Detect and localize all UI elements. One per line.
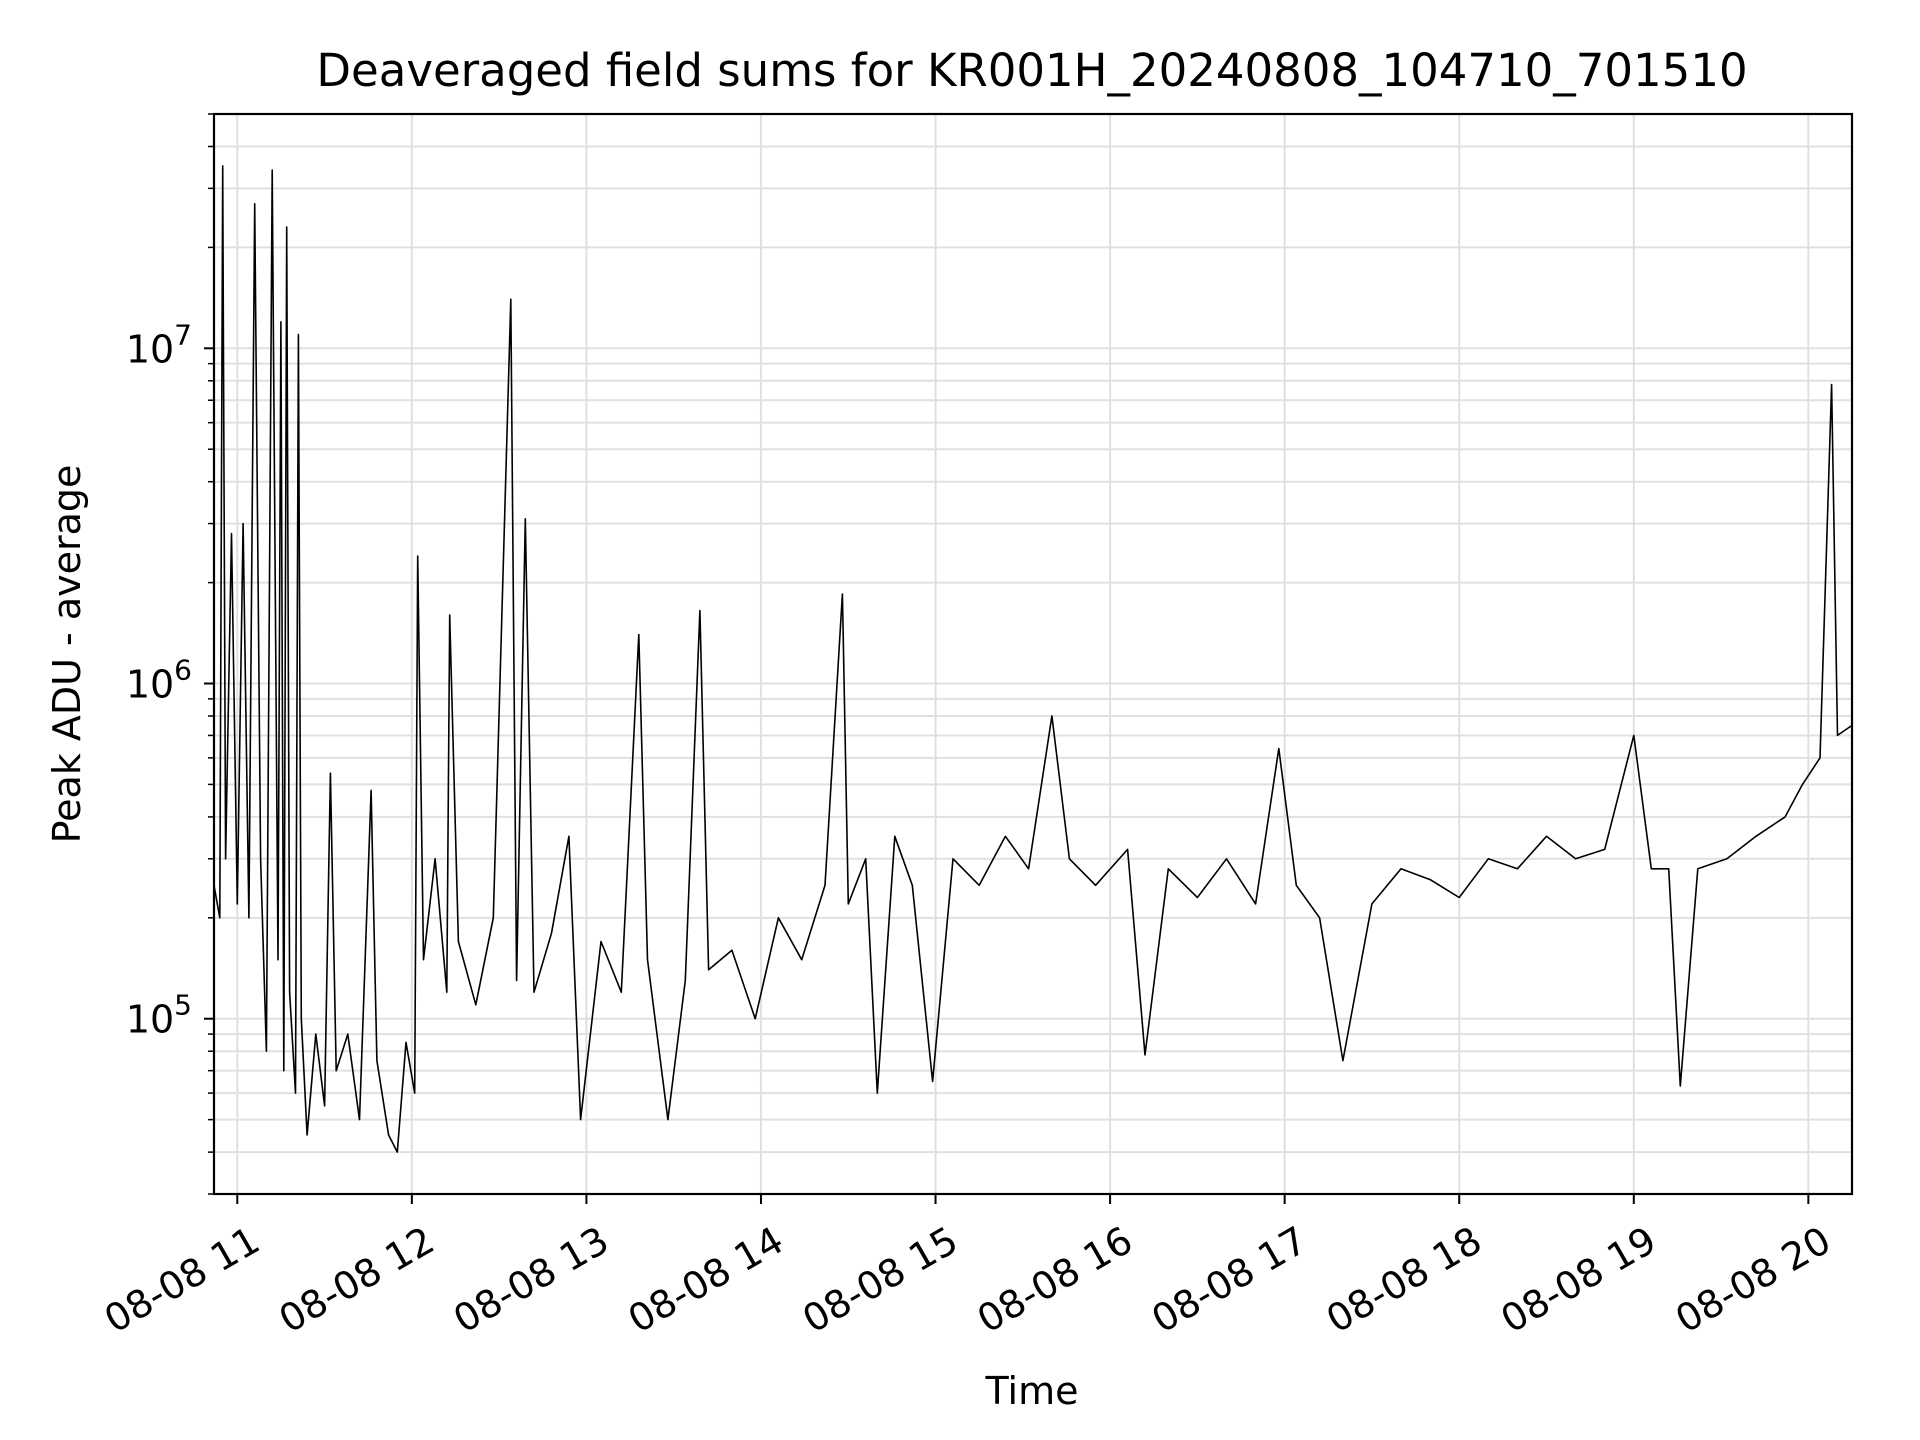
y-tick-label: 106 (126, 654, 192, 707)
grid (214, 113, 1852, 1195)
y-axis: 105 106 107 (126, 113, 214, 1195)
plot-frame (212, 112, 1854, 1196)
series-polyline (213, 165, 1853, 1153)
chart-title: Deaveraged field sums for KR001H_2024080… (316, 44, 1747, 97)
series-line (213, 165, 1853, 1153)
x-axis-label: Time (985, 1369, 1079, 1413)
y-tick-label: 105 (126, 989, 192, 1042)
y-axis-label: Peak ADU - average (45, 465, 89, 844)
y-tick-label: 107 (126, 318, 192, 371)
